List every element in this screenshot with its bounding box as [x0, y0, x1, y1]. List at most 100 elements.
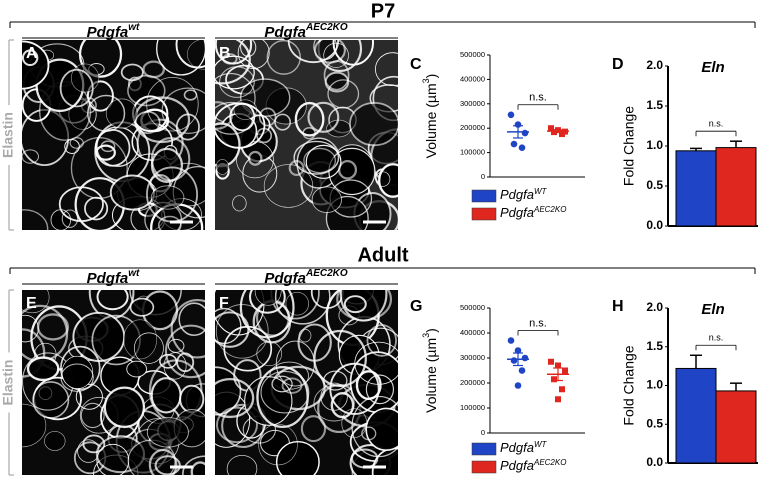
data-point [551, 376, 557, 383]
fiber [221, 403, 265, 449]
fiber [339, 290, 388, 322]
fiber [274, 290, 331, 325]
fiber [61, 355, 94, 389]
data-point [507, 337, 515, 344]
fiber [302, 127, 316, 140]
y-tick-label: 200000 [460, 123, 485, 132]
stain-label: Elastin [0, 360, 16, 406]
fiber [215, 102, 266, 149]
y-tick-label: 0.5 [646, 178, 663, 192]
fiber [186, 40, 205, 70]
fiber [300, 415, 327, 443]
chart-title: Eln [701, 301, 724, 318]
fiber [216, 406, 258, 444]
data-point [510, 357, 518, 364]
fiber [247, 150, 263, 166]
stain-label: Elastin [0, 112, 16, 158]
fiber [190, 461, 205, 475]
genotype-label: Pdgfawt [87, 22, 140, 41]
fiber [215, 101, 254, 135]
fiber [72, 311, 126, 362]
data-point [555, 362, 561, 369]
fiber [26, 356, 60, 382]
y-axis-label-base: Volume (µm [423, 338, 439, 413]
fiber [307, 101, 340, 133]
fiber [271, 375, 293, 393]
fiber [293, 140, 340, 175]
y-tick-label: 400000 [460, 74, 485, 83]
chart-title: Eln [701, 59, 724, 76]
y-axis-label: Volume (µm3) [421, 328, 438, 413]
fiber [281, 377, 303, 394]
genotype-label-sup: AEC2KO [305, 268, 348, 279]
y-axis-label-sup: 3 [421, 78, 431, 83]
fiber [294, 101, 325, 137]
y-axis-label-base: Volume (µm [423, 83, 439, 158]
fiber [75, 383, 103, 410]
y-tick-label: 2.0 [646, 58, 663, 72]
y-axis-label-end: ) [423, 74, 439, 79]
fiber [215, 55, 255, 90]
fiber [215, 159, 230, 175]
panel-letter: G [410, 298, 422, 315]
data-point [559, 386, 565, 393]
fiber [150, 137, 191, 182]
fiber [215, 377, 255, 419]
fiber [248, 290, 286, 314]
fiber [32, 381, 70, 419]
fiber [22, 209, 49, 230]
fiber [146, 76, 199, 132]
fiber [366, 324, 397, 357]
fiber [285, 291, 310, 316]
fiber [327, 79, 360, 109]
y-tick-label: 100000 [460, 403, 485, 412]
annotation: n.s. [709, 119, 724, 129]
section-title: Adult [357, 244, 408, 266]
data-point [518, 367, 526, 374]
annotation: n.s. [529, 92, 547, 104]
fiber [100, 140, 116, 153]
legend-label-base: Pdgfa [500, 205, 534, 220]
fiber [157, 215, 182, 230]
legend-swatch [471, 442, 497, 456]
data-point [559, 131, 565, 138]
fiber [361, 426, 377, 441]
panel-letter: F [219, 295, 229, 312]
y-tick-label: 400000 [460, 328, 485, 337]
genotype-label-sup: AEC2KO [305, 22, 348, 33]
section-title: P7 [371, 0, 395, 22]
y-axis-label: Fold Change [621, 106, 637, 186]
y-tick-label: 1.5 [646, 339, 663, 353]
panel-letter: B [219, 45, 231, 62]
fiber [36, 313, 70, 341]
bar [675, 150, 717, 227]
fiber [178, 302, 205, 337]
fiber [303, 147, 337, 174]
legend-label-sup: WT [534, 187, 548, 196]
fiber [313, 329, 367, 388]
fiber [311, 186, 342, 214]
fiber [59, 68, 94, 108]
fiber [44, 431, 66, 451]
fiber [22, 40, 50, 90]
y-tick-label: 1.0 [646, 378, 663, 392]
genotype-label-base: Pdgfa [264, 24, 306, 41]
fiber [80, 402, 105, 429]
fiber [70, 63, 100, 93]
fiber [120, 63, 144, 82]
legend-label-sup: AEC2KO [533, 458, 566, 467]
data-point [555, 396, 561, 403]
y-tick-label: 500000 [460, 50, 485, 59]
fiber [305, 144, 342, 179]
fiber [266, 40, 301, 75]
data-point [514, 347, 522, 354]
fiber [215, 304, 269, 359]
fiber [146, 417, 189, 448]
fiber [375, 52, 398, 87]
micrograph-fibers [215, 40, 398, 230]
fiber [256, 366, 309, 429]
bar [675, 367, 717, 464]
fiber [365, 407, 398, 452]
fiber [239, 290, 295, 339]
fiber [297, 323, 332, 362]
